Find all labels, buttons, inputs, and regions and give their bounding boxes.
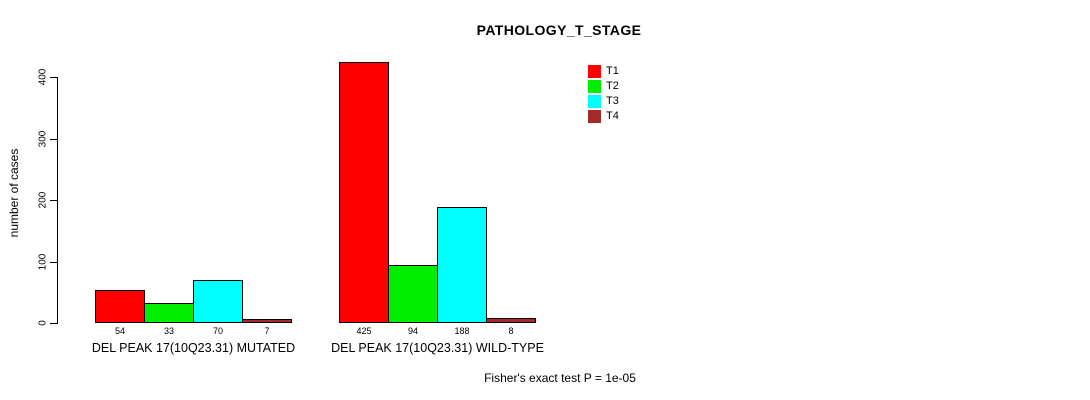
bar-value-label: 425 xyxy=(356,326,372,336)
y-axis-tick xyxy=(50,200,57,201)
bar-value-label: 54 xyxy=(114,326,125,336)
legend: T1 T2 T3 T4 xyxy=(588,64,619,124)
legend-item: T4 xyxy=(588,109,619,124)
legend-color-swatch-T2 xyxy=(588,80,601,93)
annotation-text: Fisher's exact test P = 1e-05 xyxy=(484,371,636,385)
legend-item-label: T4 xyxy=(606,110,619,122)
bar-T1 xyxy=(339,62,389,323)
bar-value-label: 188 xyxy=(454,326,470,336)
legend-item-label: T2 xyxy=(606,80,619,92)
bar-value-label: 7 xyxy=(264,326,270,336)
bar-T2 xyxy=(388,265,438,323)
legend-color-swatch-T3 xyxy=(588,95,601,108)
y-axis-tick-label: 400 xyxy=(37,68,49,86)
bar-T1 xyxy=(95,290,145,323)
y-axis-tick xyxy=(50,77,57,78)
legend-color-swatch-T1 xyxy=(588,65,601,78)
chart-title: PATHOLOGY_T_STAGE xyxy=(476,22,642,38)
legend-item: T2 xyxy=(588,79,619,94)
bar-value-label: 70 xyxy=(212,326,223,336)
y-axis-tick-label: 300 xyxy=(37,130,49,148)
y-axis-tick-label: 100 xyxy=(37,253,49,271)
legend-item: T1 xyxy=(588,64,619,79)
legend-item-label: T3 xyxy=(606,95,619,107)
legend-item-label: T1 xyxy=(606,65,619,77)
x-axis-group-label: DEL PEAK 17(10Q23.31) MUTATED xyxy=(91,341,296,355)
bar-value-label: 94 xyxy=(407,326,418,336)
bar-value-label: 8 xyxy=(508,326,514,336)
bar-T4 xyxy=(242,319,292,323)
legend-item: T3 xyxy=(588,94,619,109)
bar-T2 xyxy=(144,303,194,323)
bar-T4 xyxy=(486,318,536,323)
y-axis-tick-label: 200 xyxy=(37,191,49,209)
y-axis-tick-label: 0 xyxy=(37,320,49,326)
y-axis-tick xyxy=(50,139,57,140)
x-axis-group-label: DEL PEAK 17(10Q23.31) WILD-TYPE xyxy=(331,341,544,355)
bar-value-label: 33 xyxy=(163,326,174,336)
legend-color-swatch-T4 xyxy=(588,110,601,123)
y-axis-tick xyxy=(50,262,57,263)
y-axis-tick xyxy=(50,323,57,324)
y-axis-label: number of cases xyxy=(7,148,21,238)
bar-T3 xyxy=(193,280,243,323)
y-axis xyxy=(57,77,58,324)
bar-T3 xyxy=(437,207,487,323)
